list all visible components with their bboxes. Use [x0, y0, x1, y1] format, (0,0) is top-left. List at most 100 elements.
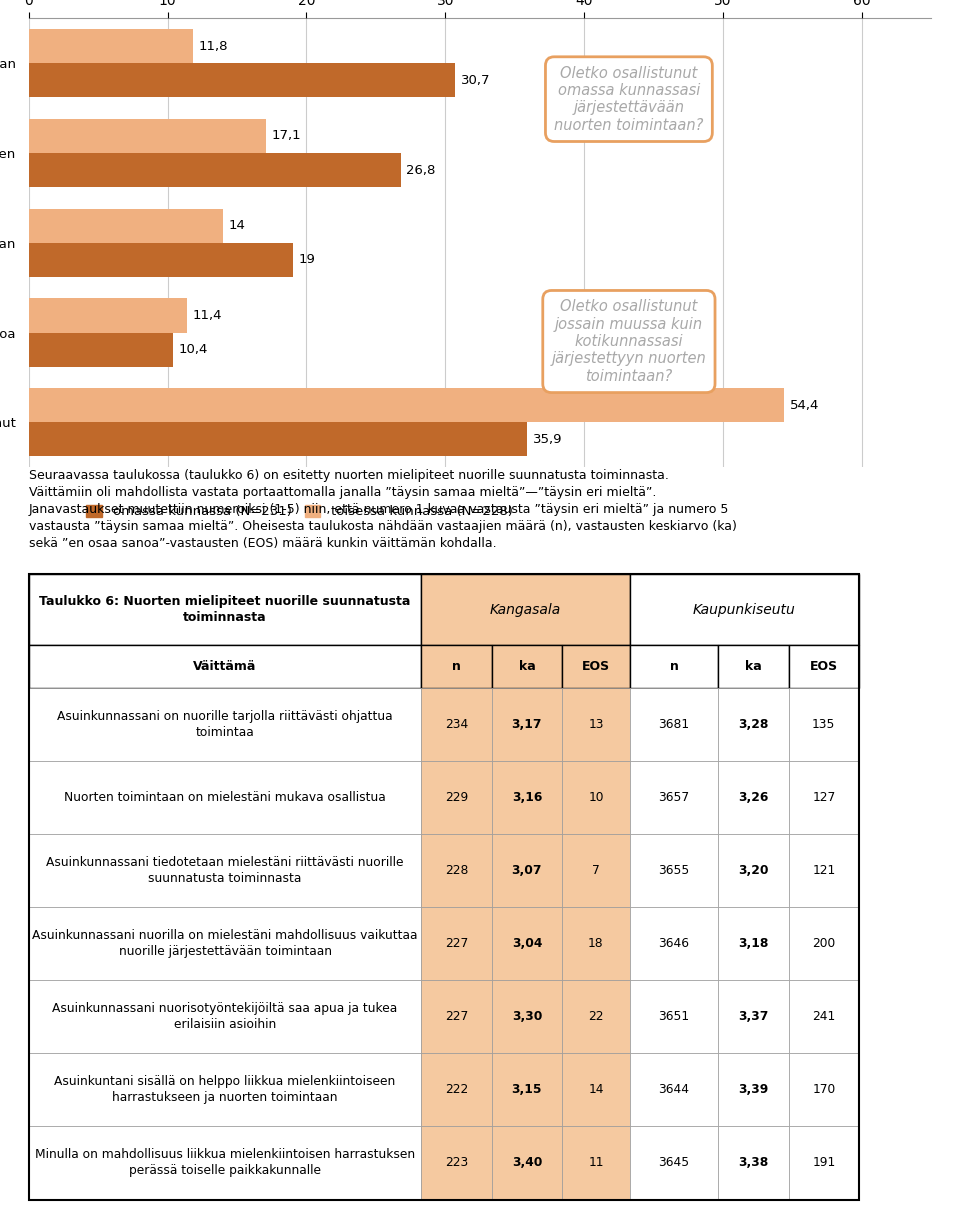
FancyBboxPatch shape — [29, 645, 421, 688]
Text: 227: 227 — [444, 938, 468, 950]
FancyBboxPatch shape — [29, 1126, 421, 1200]
Text: ka: ka — [518, 660, 536, 673]
Text: 223: 223 — [444, 1157, 468, 1169]
FancyBboxPatch shape — [421, 645, 492, 688]
FancyBboxPatch shape — [563, 688, 630, 761]
FancyBboxPatch shape — [421, 1054, 492, 1126]
FancyBboxPatch shape — [630, 980, 718, 1054]
Text: 3655: 3655 — [659, 864, 689, 878]
FancyBboxPatch shape — [718, 1126, 788, 1200]
FancyBboxPatch shape — [421, 761, 492, 835]
Text: 13: 13 — [588, 718, 604, 731]
Text: 234: 234 — [444, 718, 468, 731]
Bar — [29, 119, 266, 153]
Text: 3645: 3645 — [659, 1157, 689, 1169]
FancyBboxPatch shape — [29, 688, 421, 761]
Text: Asuinkuntani sisällä on helppo liikkua mielenkiintoiseen
harrastukseen ja nuorte: Asuinkuntani sisällä on helppo liikkua m… — [55, 1076, 396, 1104]
Text: 3657: 3657 — [659, 791, 689, 804]
Text: 3,04: 3,04 — [512, 938, 542, 950]
Text: 3,40: 3,40 — [512, 1157, 542, 1169]
Text: 3,28: 3,28 — [738, 718, 769, 731]
Text: Kangasala: Kangasala — [490, 602, 562, 617]
FancyBboxPatch shape — [29, 980, 421, 1054]
Text: 229: 229 — [444, 791, 468, 804]
FancyBboxPatch shape — [421, 688, 492, 761]
Text: 222: 222 — [444, 1083, 468, 1097]
Text: 30,7: 30,7 — [461, 73, 490, 87]
Text: 10: 10 — [588, 791, 604, 804]
FancyBboxPatch shape — [492, 645, 563, 688]
Text: 3,30: 3,30 — [512, 1010, 542, 1023]
FancyBboxPatch shape — [718, 1054, 788, 1126]
FancyBboxPatch shape — [788, 835, 859, 907]
Text: 3,39: 3,39 — [738, 1083, 769, 1097]
Text: 22: 22 — [588, 1010, 604, 1023]
FancyBboxPatch shape — [718, 907, 788, 980]
Text: Asuinkunnassani nuorilla on mielestäni mahdollisuus vaikuttaa
nuorille järjestet: Asuinkunnassani nuorilla on mielestäni m… — [33, 929, 418, 958]
FancyBboxPatch shape — [563, 907, 630, 980]
FancyBboxPatch shape — [29, 574, 421, 645]
Bar — [29, 242, 293, 277]
Text: 191: 191 — [812, 1157, 835, 1169]
Text: 7: 7 — [592, 864, 600, 878]
FancyBboxPatch shape — [630, 574, 859, 645]
FancyBboxPatch shape — [492, 688, 563, 761]
FancyBboxPatch shape — [788, 1054, 859, 1126]
Text: EOS: EOS — [582, 660, 610, 673]
Bar — [29, 299, 187, 333]
Text: 54,4: 54,4 — [789, 399, 819, 411]
Text: 121: 121 — [812, 864, 835, 878]
Text: 3,16: 3,16 — [512, 791, 542, 804]
Text: 17,1: 17,1 — [272, 130, 301, 142]
FancyBboxPatch shape — [788, 761, 859, 835]
FancyBboxPatch shape — [492, 1126, 563, 1200]
Text: Seuraavassa taulukossa (taulukko 6) on esitetty nuorten mielipiteet nuorille suu: Seuraavassa taulukossa (taulukko 6) on e… — [29, 469, 736, 551]
Text: 26,8: 26,8 — [406, 164, 436, 176]
FancyBboxPatch shape — [788, 980, 859, 1054]
FancyBboxPatch shape — [630, 645, 718, 688]
FancyBboxPatch shape — [788, 907, 859, 980]
Text: 228: 228 — [444, 864, 468, 878]
Text: 3,26: 3,26 — [738, 791, 769, 804]
FancyBboxPatch shape — [718, 645, 788, 688]
Text: 10,4: 10,4 — [179, 343, 208, 356]
Text: 19: 19 — [299, 253, 315, 267]
Text: Minulla on mahdollisuus liikkua mielenkiintoisen harrastuksen
perässä toiselle p: Minulla on mahdollisuus liikkua mielenki… — [35, 1148, 415, 1177]
Text: 11,4: 11,4 — [193, 308, 222, 322]
FancyBboxPatch shape — [718, 761, 788, 835]
FancyBboxPatch shape — [788, 645, 859, 688]
Text: 170: 170 — [812, 1083, 835, 1097]
Text: 3,38: 3,38 — [738, 1157, 769, 1169]
Text: 35,9: 35,9 — [533, 433, 563, 446]
Legend: omassa kunnassa (N=231), toisessa kunnassa (N=228): omassa kunnassa (N=231), toisessa kunnas… — [81, 499, 518, 524]
Bar — [29, 153, 401, 187]
FancyBboxPatch shape — [563, 645, 630, 688]
FancyBboxPatch shape — [492, 1054, 563, 1126]
Text: 14: 14 — [588, 1083, 604, 1097]
FancyBboxPatch shape — [29, 907, 421, 980]
Text: n: n — [669, 660, 679, 673]
FancyBboxPatch shape — [421, 907, 492, 980]
Bar — [29, 422, 527, 457]
Text: 3646: 3646 — [659, 938, 689, 950]
Text: n: n — [452, 660, 461, 673]
Text: EOS: EOS — [809, 660, 838, 673]
Text: 200: 200 — [812, 938, 835, 950]
Text: 3,18: 3,18 — [738, 938, 769, 950]
Text: 3,07: 3,07 — [512, 864, 542, 878]
Text: 227: 227 — [444, 1010, 468, 1023]
FancyBboxPatch shape — [29, 1054, 421, 1126]
FancyBboxPatch shape — [630, 1126, 718, 1200]
FancyBboxPatch shape — [563, 1054, 630, 1126]
Bar — [29, 388, 784, 422]
Text: 3,37: 3,37 — [738, 1010, 769, 1023]
Text: 135: 135 — [812, 718, 835, 731]
Text: 3,17: 3,17 — [512, 718, 542, 731]
FancyBboxPatch shape — [788, 688, 859, 761]
Bar — [29, 64, 455, 98]
Bar — [29, 208, 223, 242]
FancyBboxPatch shape — [29, 761, 421, 835]
Text: 3681: 3681 — [659, 718, 689, 731]
Text: 11: 11 — [588, 1157, 604, 1169]
FancyBboxPatch shape — [718, 835, 788, 907]
